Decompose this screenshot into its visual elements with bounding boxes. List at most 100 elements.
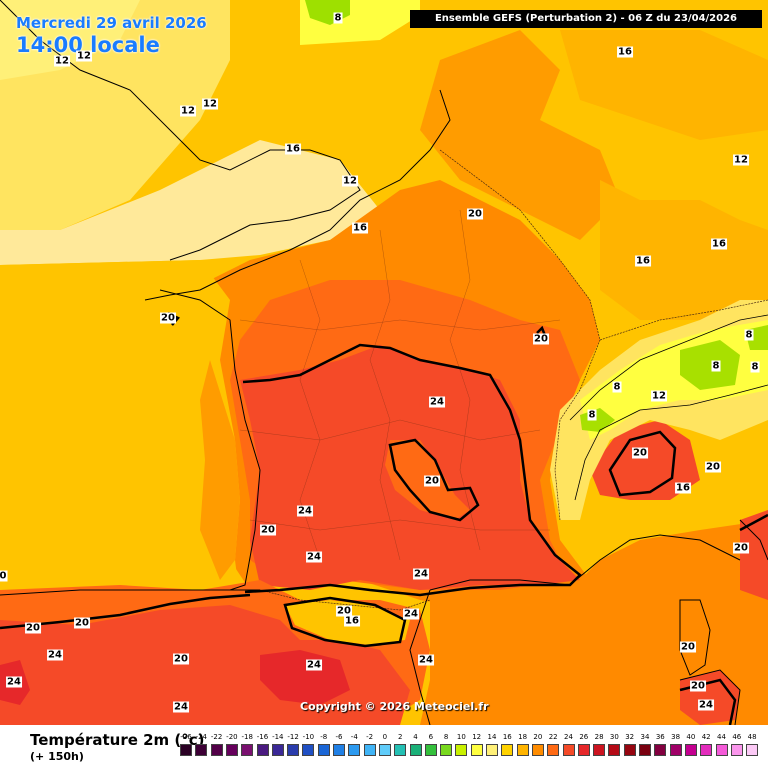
scale-tick-label: 22: [548, 733, 558, 741]
scale-tick-label: 0: [382, 733, 388, 741]
scale-tick-label: -8: [320, 733, 328, 741]
scale-swatch: [746, 744, 759, 756]
contour-label: 16: [617, 46, 633, 58]
scale-swatch: [424, 744, 437, 756]
biscay-zone-18: [0, 260, 240, 615]
scale-tick-label: 46: [732, 733, 742, 741]
scale-tick-label: 18: [518, 733, 528, 741]
spanish-east-coast: [409, 589, 431, 725]
scale-tick-label: 42: [701, 733, 711, 741]
contour-label: 24: [297, 505, 313, 517]
alps-contours: [569, 314, 768, 501]
contour-label: 12: [180, 105, 196, 117]
scale-tick-label: -16: [256, 733, 269, 741]
scale-swatch: [547, 744, 560, 756]
scale-swatch: [363, 744, 376, 756]
department-borders: [239, 209, 561, 561]
contour-label: 24: [173, 701, 189, 713]
scale-tick-label: -22: [210, 733, 223, 741]
scale-swatch: [287, 744, 300, 756]
contour-label: 16: [711, 238, 727, 250]
lead-time: (+ 150h): [30, 750, 84, 763]
dept-line-5: [239, 419, 541, 441]
alps-contour-1: [569, 314, 768, 421]
isotherm-20-massif: [388, 438, 480, 522]
scale-swatch: [501, 744, 514, 756]
scale-tick-label: 16: [502, 733, 512, 741]
contour-label: 16: [285, 143, 301, 155]
coastlines: [0, 0, 768, 725]
mediterranean-zone-20: [420, 520, 768, 725]
alps-contour-2: [574, 384, 768, 501]
scale-swatch: [225, 744, 238, 756]
scale-swatch: [348, 744, 361, 756]
scale-swatch: [593, 744, 606, 756]
contour-label: 24: [403, 608, 419, 620]
scale-tick-label: 8: [443, 733, 449, 741]
scale-tick-label: 4: [413, 733, 418, 741]
contour-label: 12: [733, 154, 749, 166]
swiss-border: [599, 299, 768, 341]
dept-line-2: [369, 229, 401, 561]
contour-label: 8: [750, 361, 760, 373]
scale-tick-label: 44: [717, 733, 726, 741]
isotherm-20-italy: [739, 513, 768, 532]
contour-label: 20: [74, 617, 90, 629]
scale-swatch: [317, 744, 330, 756]
scale-swatch: [302, 744, 315, 756]
contour-label: 12: [202, 98, 218, 110]
scale-tick-label: 30: [609, 733, 619, 741]
scale-swatch: [654, 744, 667, 756]
scale-tick-label: -6: [335, 733, 343, 741]
contour-label: 20: [690, 680, 706, 692]
contour-label: 20: [424, 475, 440, 487]
sardinia-coast: [679, 669, 741, 725]
map-canvas: [0, 0, 768, 725]
italy-hot-edge: [740, 510, 768, 600]
scale-tick-label: 12: [472, 733, 482, 741]
scale-swatch: [562, 744, 575, 756]
contour-label: 12: [76, 50, 92, 62]
spanish-north-coast: [0, 589, 260, 596]
scale-swatch: [333, 744, 345, 756]
contour-label: 20: [733, 542, 749, 554]
scale-swatch: [241, 744, 254, 756]
scale-tick-label: 34: [640, 733, 650, 741]
scale-swatch: [608, 744, 621, 756]
north-sea-zone-14: [0, 0, 140, 80]
contour-label: 8: [711, 360, 721, 372]
scale-tick-label: 48: [747, 733, 757, 741]
scale-tick-label: 28: [594, 733, 604, 741]
dept-line-4: [239, 319, 561, 331]
contour-label: 24: [47, 649, 63, 661]
scale-swatch: [470, 744, 483, 756]
germany-zone-16: [560, 30, 768, 140]
contour-label: 20: [260, 524, 276, 536]
scale-tick-label: 20: [533, 733, 543, 741]
variable-title: Température 2m (°c): [30, 731, 205, 749]
scale-swatch: [516, 744, 529, 756]
contour-label: 16: [675, 482, 691, 494]
scale-tick-label: 10: [456, 733, 466, 741]
scale-swatch: [409, 744, 422, 756]
contour-label: 24: [306, 551, 322, 563]
contour-label: 16: [635, 255, 651, 267]
forecast-date: Mercredi 29 avril 2026: [16, 14, 207, 32]
scale-swatch: [684, 744, 697, 756]
contour-label: 16: [352, 222, 368, 234]
model-info-box: Ensemble GEFS (Perturbation 2) - 06 Z du…: [410, 10, 762, 28]
scale-swatch: [440, 744, 453, 756]
contour-label: 24: [306, 659, 322, 671]
contour-label: 20: [705, 461, 721, 473]
borders: [259, 149, 768, 611]
contour-label: 0: [0, 570, 8, 582]
scale-swatch: [700, 744, 713, 756]
scale-tick-label: 2: [397, 733, 403, 741]
scale-tick-label: -10: [302, 733, 315, 741]
scale-swatch: [623, 744, 636, 756]
uk-coast: [0, 0, 361, 261]
scale-swatch: [180, 744, 192, 756]
scale-tick-label: 32: [625, 733, 635, 741]
scale-tick-label: -14: [272, 733, 284, 741]
scale-swatch: [256, 744, 269, 756]
